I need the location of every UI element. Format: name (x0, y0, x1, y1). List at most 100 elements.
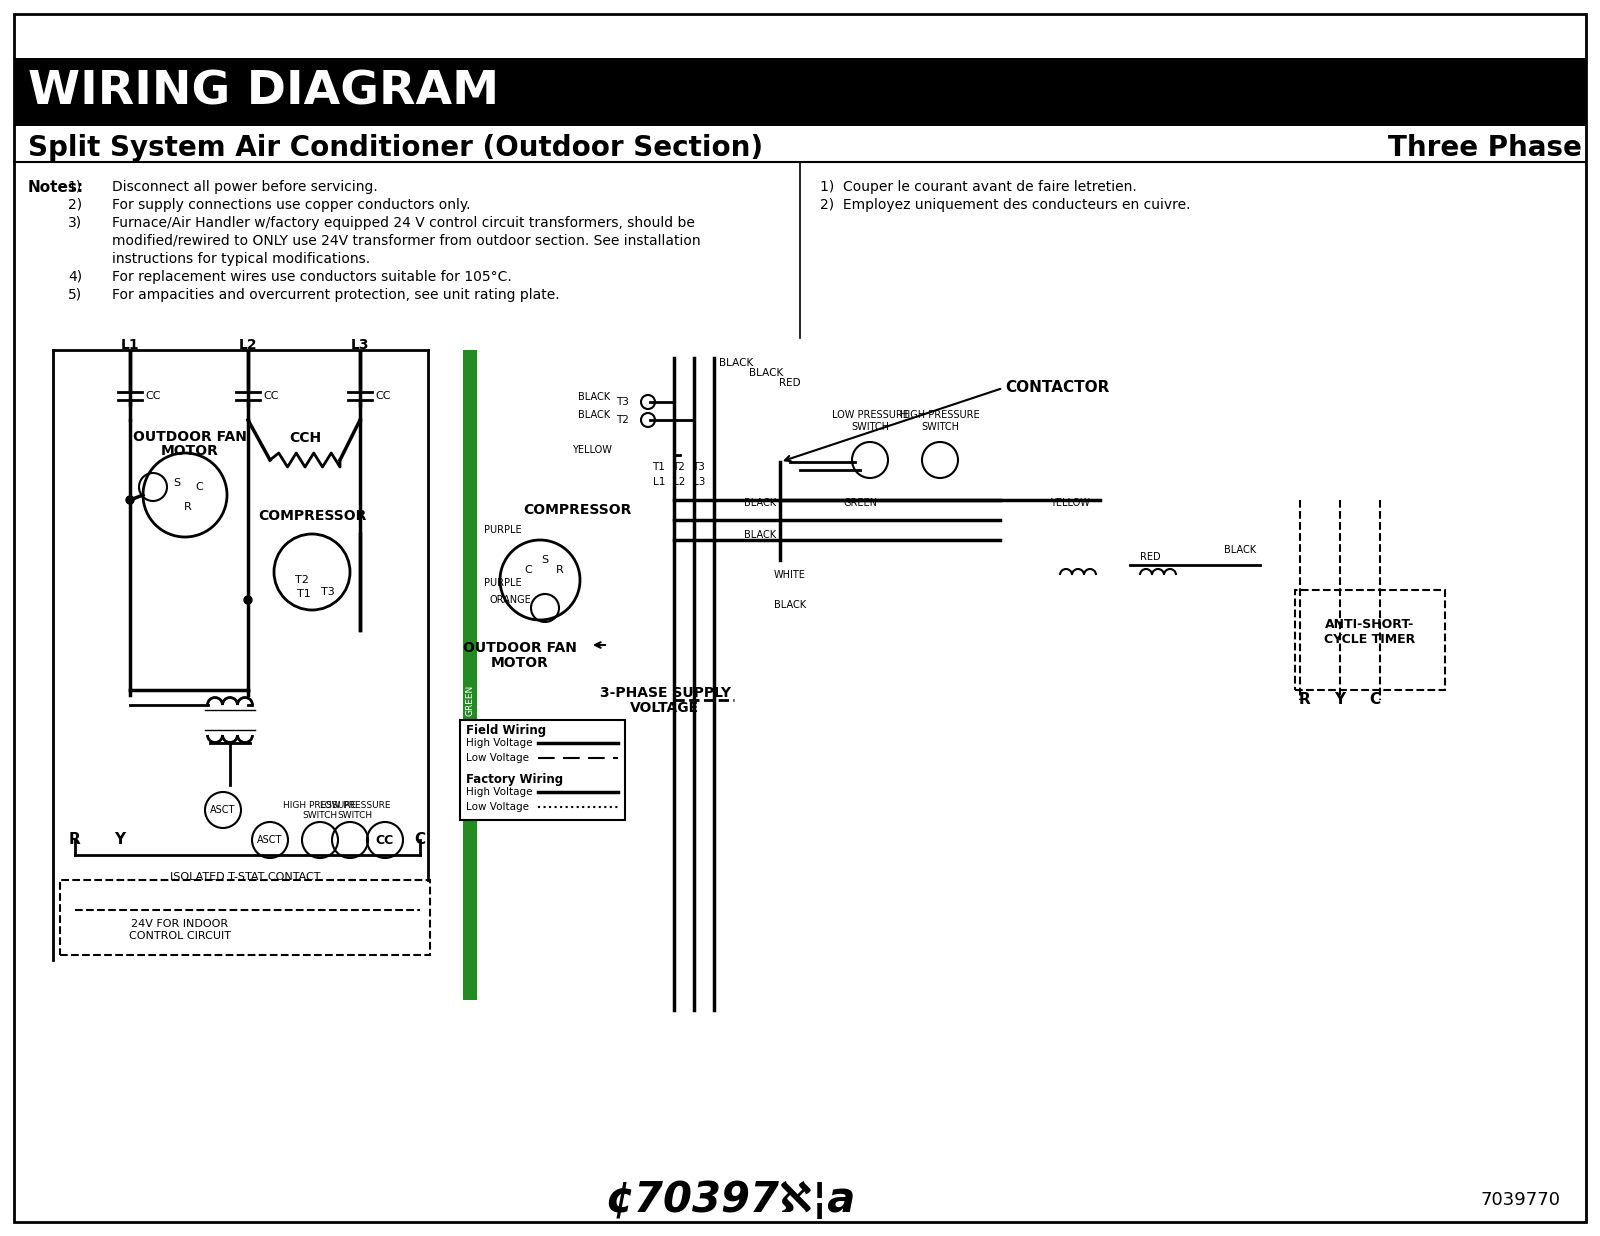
Text: S: S (173, 478, 181, 488)
Text: R: R (557, 565, 563, 575)
Circle shape (126, 496, 134, 504)
Text: BLACK: BLACK (749, 368, 784, 378)
Text: Split System Air Conditioner (Outdoor Section): Split System Air Conditioner (Outdoor Se… (29, 133, 763, 162)
Text: CC: CC (146, 391, 160, 400)
Bar (14, 58, 1586, 126)
Text: LOW PRESSURE
SWITCH: LOW PRESSURE SWITCH (832, 410, 909, 433)
Text: 24V FOR INDOOR
CONTROL CIRCUIT: 24V FOR INDOOR CONTROL CIRCUIT (130, 920, 230, 941)
Text: C: C (525, 565, 531, 575)
Text: Y: Y (115, 833, 125, 848)
Text: T3: T3 (693, 462, 706, 472)
Text: C: C (195, 482, 203, 492)
Bar (461, 721, 626, 819)
Text: RED: RED (779, 378, 800, 388)
Text: L1: L1 (653, 477, 666, 487)
Text: Field Wiring: Field Wiring (466, 724, 546, 737)
Text: RED: RED (1139, 552, 1160, 562)
Text: Low Voltage: Low Voltage (466, 753, 530, 763)
Text: BLACK: BLACK (718, 358, 754, 368)
Text: GREEN: GREEN (843, 498, 877, 508)
Bar (1294, 590, 1445, 690)
Text: 7039770: 7039770 (1480, 1192, 1560, 1209)
Text: For supply connections use copper conductors only.: For supply connections use copper conduc… (112, 198, 470, 213)
Text: BLACK: BLACK (744, 498, 776, 508)
Text: PURPLE: PURPLE (483, 525, 522, 535)
Text: ISOLATED T-STAT CONTACT: ISOLATED T-STAT CONTACT (170, 873, 320, 883)
Text: COMPRESSOR: COMPRESSOR (523, 503, 630, 517)
Text: ORANGE: ORANGE (490, 595, 531, 604)
Text: YELLOW: YELLOW (573, 445, 611, 455)
Text: Notes:: Notes: (29, 180, 85, 195)
Text: R: R (184, 502, 192, 512)
Text: Factory Wiring: Factory Wiring (466, 772, 563, 786)
Text: PURPLE: PURPLE (483, 578, 522, 588)
Text: 5): 5) (67, 288, 82, 302)
Text: VOLTAGE: VOLTAGE (630, 701, 699, 714)
Text: OUTDOOR FAN: OUTDOOR FAN (462, 641, 578, 655)
Text: MOTOR: MOTOR (491, 656, 549, 670)
Text: 3-PHASE SUPPLY: 3-PHASE SUPPLY (600, 686, 731, 700)
Text: ¢70397ℵ¦a: ¢70397ℵ¦a (605, 1179, 854, 1221)
Text: 2): 2) (67, 198, 82, 213)
Text: 2)  Employez uniquement des conducteurs en cuivre.: 2) Employez uniquement des conducteurs e… (819, 198, 1190, 213)
Text: Disconnect all power before servicing.: Disconnect all power before servicing. (112, 180, 378, 194)
Text: ASCT: ASCT (210, 805, 235, 815)
Text: CC: CC (376, 833, 394, 847)
Text: CONTACTOR: CONTACTOR (1005, 381, 1109, 396)
Text: CC: CC (374, 391, 390, 400)
Text: WIRING DIAGRAM: WIRING DIAGRAM (29, 69, 499, 115)
Text: instructions for typical modifications.: instructions for typical modifications. (112, 252, 370, 266)
Bar (61, 880, 430, 955)
Text: L3: L3 (350, 337, 370, 352)
Text: L1: L1 (120, 337, 139, 352)
Text: BLACK: BLACK (578, 392, 610, 402)
Text: CCH: CCH (290, 431, 322, 445)
Text: BLACK: BLACK (774, 599, 806, 611)
Text: YELLOW: YELLOW (1050, 498, 1090, 508)
Text: High Voltage: High Voltage (466, 738, 533, 748)
Text: Furnace/Air Handler w/factory equipped 24 V control circuit transformers, should: Furnace/Air Handler w/factory equipped 2… (112, 216, 694, 230)
Text: R: R (1299, 692, 1310, 707)
Text: BLACK: BLACK (744, 530, 776, 540)
Text: R: R (69, 833, 82, 848)
Text: T2: T2 (294, 575, 309, 585)
Circle shape (243, 596, 253, 604)
Text: BLACK: BLACK (578, 410, 610, 420)
Text: C: C (1370, 692, 1381, 707)
Text: 4): 4) (67, 269, 82, 284)
Text: T3: T3 (322, 587, 334, 597)
Text: OUTDOOR FAN: OUTDOOR FAN (133, 430, 246, 444)
Text: LOW PRESSURE
SWITCH: LOW PRESSURE SWITCH (320, 801, 390, 819)
Text: T3: T3 (616, 397, 629, 407)
Text: 3): 3) (67, 216, 82, 230)
Text: 1): 1) (67, 180, 82, 194)
Text: For replacement wires use conductors suitable for 105°C.: For replacement wires use conductors sui… (112, 269, 512, 284)
Text: COMPRESSOR: COMPRESSOR (258, 509, 366, 523)
Text: 1)  Couper le courant avant de faire letretien.: 1) Couper le courant avant de faire letr… (819, 180, 1136, 194)
Bar (462, 350, 477, 1000)
Text: T1: T1 (298, 590, 310, 599)
Text: modified/rewired to ONLY use 24V transformer from outdoor section. See installat: modified/rewired to ONLY use 24V transfo… (112, 234, 701, 248)
Text: For ampacities and overcurrent protection, see unit rating plate.: For ampacities and overcurrent protectio… (112, 288, 560, 302)
Text: MOTOR: MOTOR (162, 444, 219, 459)
Text: T1: T1 (653, 462, 666, 472)
Text: Three Phase: Three Phase (1389, 133, 1582, 162)
Text: CC: CC (262, 391, 278, 400)
Text: T2: T2 (616, 415, 629, 425)
Text: C: C (414, 833, 426, 848)
Text: Low Voltage: Low Voltage (466, 802, 530, 812)
Text: HIGH PRESSURE
SWITCH: HIGH PRESSURE SWITCH (901, 410, 979, 433)
Text: BLACK: BLACK (1224, 545, 1256, 555)
Text: L2: L2 (674, 477, 685, 487)
Text: S: S (541, 555, 549, 565)
Text: High Voltage: High Voltage (466, 787, 533, 797)
Text: ANTI-SHORT-
CYCLE TIMER: ANTI-SHORT- CYCLE TIMER (1325, 618, 1416, 646)
Text: T2: T2 (672, 462, 685, 472)
Text: WHITE: WHITE (774, 570, 806, 580)
Text: GREEN: GREEN (466, 685, 475, 716)
Text: Y: Y (1334, 692, 1346, 707)
Text: HIGH PRESSURE
SWITCH: HIGH PRESSURE SWITCH (283, 801, 357, 819)
Text: ASCT: ASCT (258, 836, 283, 845)
Text: L2: L2 (238, 337, 258, 352)
Text: L3: L3 (693, 477, 706, 487)
